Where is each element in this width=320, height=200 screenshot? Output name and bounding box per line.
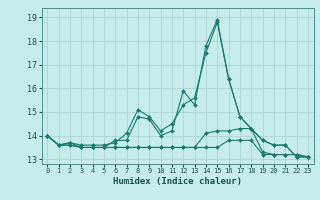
X-axis label: Humidex (Indice chaleur): Humidex (Indice chaleur) — [113, 177, 242, 186]
